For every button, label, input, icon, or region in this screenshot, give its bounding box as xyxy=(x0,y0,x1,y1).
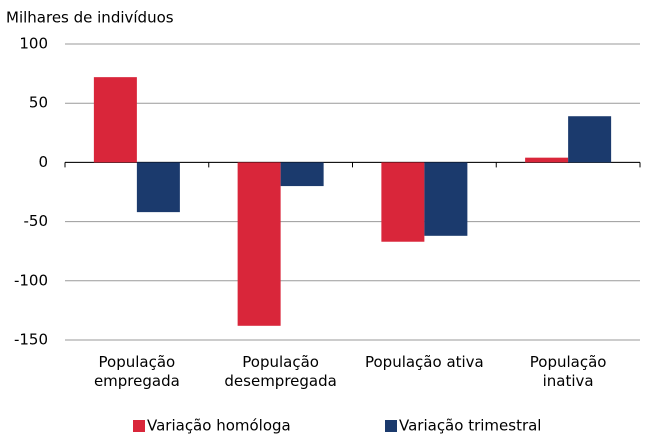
bar xyxy=(381,162,425,242)
bar xyxy=(237,162,281,326)
y-tick-label: 0 xyxy=(38,153,48,171)
y-tick-label: -50 xyxy=(24,212,49,230)
y-tick-label: 100 xyxy=(19,35,48,53)
bar xyxy=(280,162,324,187)
bar xyxy=(424,162,468,236)
legend-swatch xyxy=(133,420,145,432)
legend-label: Variação trimestral xyxy=(399,417,541,434)
y-tick-label: -150 xyxy=(14,331,48,349)
legend-label: Variação homóloga xyxy=(147,417,291,434)
y-axis-label: Milhares de indivíduos xyxy=(6,9,174,27)
y-tick-label: -100 xyxy=(14,271,48,289)
x-tick-label: População inativa xyxy=(529,353,607,390)
y-tick-label: 50 xyxy=(29,94,48,112)
bar xyxy=(525,157,569,163)
bar xyxy=(568,116,612,163)
bar xyxy=(136,162,180,213)
x-tick-label: População desempregada xyxy=(224,353,337,390)
x-tick-label: População ativa xyxy=(364,353,484,371)
x-tick-label: População empregada xyxy=(93,353,180,390)
legend-swatch xyxy=(385,420,397,432)
bar xyxy=(93,77,137,163)
